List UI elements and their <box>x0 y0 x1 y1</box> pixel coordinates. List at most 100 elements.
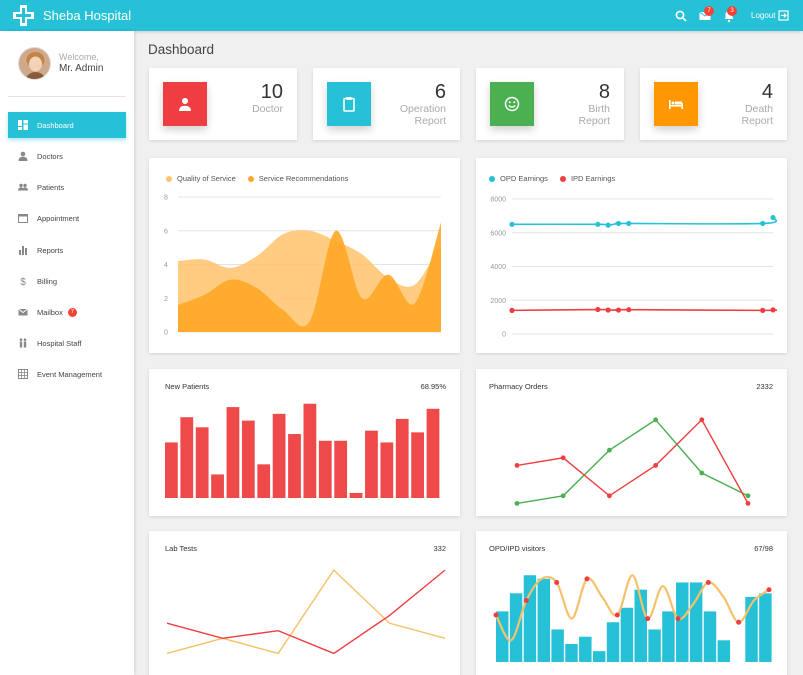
logout-icon[interactable] <box>778 10 789 21</box>
logout-link[interactable]: Logout <box>751 11 776 20</box>
bar <box>689 582 703 662</box>
stat-label: Operation Report <box>399 103 446 127</box>
stat-card-birth-report[interactable]: 8 Birth Report <box>476 68 624 140</box>
notification-badge: 3 <box>727 6 737 16</box>
chart-summary: 2332 <box>756 382 773 391</box>
sidebar-item-mailbox[interactable]: Mailbox 7 <box>8 299 126 325</box>
bar <box>676 582 689 662</box>
stat-label: Doctor <box>252 103 283 115</box>
legend-dot <box>247 175 254 182</box>
pharmacy-orders-chart <box>514 417 751 506</box>
chart-title: Pharmacy Orders <box>489 382 548 391</box>
y-tick-label: 8 <box>164 195 168 202</box>
data-point <box>615 307 622 313</box>
data-point <box>653 463 658 468</box>
bar <box>380 442 394 498</box>
bar <box>606 622 620 662</box>
legend-item[interactable]: IPD Earnings <box>559 174 615 183</box>
earnings-chart: 0 2000 4000 6000 8000 <box>490 197 778 339</box>
bar <box>318 440 332 498</box>
data-point <box>766 587 772 593</box>
line-series-1 <box>516 418 749 504</box>
visitors-line <box>495 574 770 642</box>
data-point <box>595 221 601 227</box>
stat-card-doctor[interactable]: 10 Doctor <box>149 68 297 140</box>
data-point <box>745 501 751 506</box>
user-name: Mr. Admin <box>59 63 104 74</box>
lab-tests-card: Lab Tests 332 <box>149 531 460 675</box>
data-point <box>626 307 632 313</box>
search-icon[interactable] <box>674 9 688 23</box>
sidebar-item-label: Hospital Staff <box>37 338 82 348</box>
legend-item[interactable]: Service Recommendations <box>247 174 348 183</box>
bar <box>717 640 731 662</box>
legend-item[interactable]: Quality of Service <box>166 174 236 183</box>
stat-tile <box>163 82 207 126</box>
sidebar-item-event-management[interactable]: Event Management <box>8 361 126 387</box>
stat-label: Birth Report <box>578 103 610 127</box>
people-icon <box>18 183 28 191</box>
legend-item[interactable]: OPD Earnings <box>489 174 548 183</box>
earnings-chart-card: OPD Earnings IPD Earnings 0 2000 4000 6000 8… <box>476 158 787 353</box>
brand-name[interactable]: Sheba Hospital <box>43 8 132 23</box>
bar <box>648 629 661 662</box>
bar <box>395 418 409 498</box>
stat-value: 4 <box>761 81 773 103</box>
sidebar-item-dashboard[interactable]: Dashboard <box>8 112 126 138</box>
stat-card-operation-report[interactable]: 6 Operation Report <box>313 68 460 140</box>
data-point <box>560 493 566 499</box>
y-tick-label: 2000 <box>490 298 506 305</box>
welcome-text: Welcome, <box>59 52 99 62</box>
bar <box>551 629 564 662</box>
data-point <box>626 220 632 227</box>
data-point <box>745 493 751 499</box>
data-point <box>653 417 658 423</box>
avatar[interactable] <box>18 47 51 80</box>
data-point <box>493 612 499 618</box>
bar <box>257 464 271 498</box>
chart-legend: OPD Earnings IPD Earnings <box>489 174 627 183</box>
sidebar: Welcome, Mr. Admin Dashboard Doctors Pat… <box>0 31 134 675</box>
person-icon <box>179 98 191 111</box>
bar <box>272 413 286 498</box>
sidebar-item-patients[interactable]: Patients <box>8 174 126 200</box>
stat-card-death-report[interactable]: 4 Death Report <box>640 68 787 140</box>
bar <box>509 593 523 662</box>
sidebar-item-billing[interactable]: $ Billing <box>8 268 126 294</box>
hospital-cross-icon <box>13 5 34 26</box>
bar <box>365 430 378 498</box>
bar <box>662 611 675 662</box>
chart-summary: 332 <box>433 544 446 553</box>
data-point <box>605 222 611 228</box>
data-point <box>514 501 520 506</box>
stat-tile <box>654 82 698 126</box>
bar <box>703 611 717 662</box>
bar <box>579 636 592 662</box>
line-series-0 <box>511 216 778 226</box>
pharmacy-orders-card: Pharmacy Orders 2332 <box>476 369 787 516</box>
chart-title: New Patients <box>165 382 210 391</box>
bar <box>241 420 255 498</box>
sidebar-divider <box>8 96 126 97</box>
bar-chart-icon <box>19 246 27 255</box>
smiley-icon <box>504 96 520 112</box>
data-point <box>770 307 776 313</box>
visitors-card: OPD/IPD visitors 67/98 <box>476 531 787 675</box>
sidebar-item-appointment[interactable]: Appointment <box>8 205 126 231</box>
data-point <box>675 616 681 622</box>
bar <box>523 575 537 662</box>
data-point <box>514 463 520 468</box>
data-point <box>705 579 711 585</box>
y-tick-label: 2 <box>164 296 168 303</box>
visitors-chart <box>493 574 772 662</box>
page-title: Dashboard <box>148 42 215 57</box>
data-point <box>605 307 611 313</box>
sidebar-item-doctors[interactable]: Doctors <box>8 143 126 169</box>
sidebar-item-hospital-staff[interactable]: Hospital Staff <box>8 330 126 356</box>
sidebar-item-reports[interactable]: Reports <box>8 237 126 263</box>
grid-icon <box>18 369 28 379</box>
sidebar-item-label: Event Management <box>37 369 103 379</box>
service-quality-chart-card: Quality of Service Service Recommendatio… <box>149 158 460 353</box>
data-point <box>760 307 766 313</box>
data-point <box>699 417 705 423</box>
